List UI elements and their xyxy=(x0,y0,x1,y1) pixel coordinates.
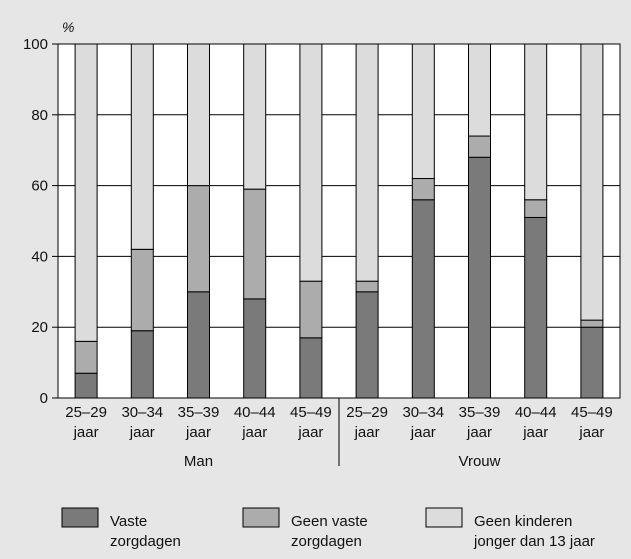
x-tick-suffix: jaar xyxy=(410,424,436,441)
bar-segment-series-2-cat-2 xyxy=(187,43,210,187)
x-tick-suffix: jaar xyxy=(297,424,323,441)
bar-segment-series-2-cat-8 xyxy=(524,43,548,201)
axis-labels: 0 20 40 60 80 100% 25–29 jaar 30–34 jaar 35–39 jaar… xyxy=(23,19,613,470)
bar-segment-series-1-cat-0 xyxy=(74,340,98,374)
legend-label-0: Vaste xyxy=(110,513,147,530)
bar-segment-series-1-cat-4 xyxy=(299,280,323,339)
bar-segment-series-2-cat-4 xyxy=(299,43,323,282)
bar-segment-series-0-cat-6 xyxy=(411,199,435,399)
x-tick-label: 45–49 xyxy=(571,404,613,421)
legend-label-0: zorgdagen xyxy=(110,533,181,550)
bar-segment-series-2-cat-7 xyxy=(468,43,491,137)
bar-segment-series-0-cat-0 xyxy=(74,372,98,399)
y-tick-label: 60 xyxy=(31,178,48,195)
x-tick-label: 30–34 xyxy=(121,404,163,421)
y-tick-label: 20 xyxy=(31,319,48,336)
x-tick-suffix: jaar xyxy=(578,424,604,441)
legend-swatch-2 xyxy=(425,507,463,528)
x-tick-suffix: jaar xyxy=(185,424,211,441)
bar-segment-series-2-cat-3 xyxy=(243,43,267,190)
x-tick-label: 30–34 xyxy=(402,404,444,421)
x-tick-label: 40–44 xyxy=(515,404,557,421)
bar-segment-series-1-cat-3 xyxy=(243,188,267,300)
legend-swatch-1 xyxy=(242,507,280,528)
legend-label-1: Geen vaste xyxy=(291,513,368,530)
legend-label-2: Geen kinderen xyxy=(474,513,572,530)
bar-segment-series-0-cat-8 xyxy=(524,216,548,399)
legend: Vaste zorgdagen Geen vaste zorgdagen Geen ki… xyxy=(61,507,595,550)
legend-label-1: zorgdagen xyxy=(291,533,362,550)
bar-segment-series-2-cat-5 xyxy=(355,43,379,282)
x-tick-suffix: jaar xyxy=(241,424,267,441)
bar-segment-series-2-cat-9 xyxy=(580,43,604,321)
bar-segment-series-1-cat-6 xyxy=(411,178,435,201)
axes xyxy=(52,43,621,466)
bar-segment-series-0-cat-9 xyxy=(580,326,604,399)
bar-segment-series-0-cat-4 xyxy=(299,337,323,399)
x-tick-suffix: jaar xyxy=(522,424,548,441)
x-tick-label: 45–49 xyxy=(290,404,332,421)
y-tick-label: 100 xyxy=(23,36,48,53)
bar-segment-series-1-cat-2 xyxy=(187,185,210,293)
bar-segment-series-2-cat-1 xyxy=(130,43,154,250)
x-tick-label: 35–39 xyxy=(178,404,220,421)
y-tick-label: 40 xyxy=(31,248,48,265)
bar-segment-series-0-cat-5 xyxy=(355,291,379,399)
group-label: Man xyxy=(184,453,213,470)
bar-segment-series-1-cat-8 xyxy=(524,199,548,218)
bar-segment-series-0-cat-2 xyxy=(187,291,210,399)
bar-segment-series-2-cat-0 xyxy=(74,43,98,342)
y-unit-label: % xyxy=(62,19,74,35)
bar-segment-series-0-cat-1 xyxy=(130,330,154,399)
bar-segment-series-0-cat-3 xyxy=(243,298,267,399)
group-label: Vrouw xyxy=(459,453,501,470)
bar-segment-series-1-cat-9 xyxy=(580,319,604,328)
bar-segment-series-1-cat-7 xyxy=(468,135,491,158)
bars xyxy=(74,43,604,399)
x-tick-suffix: jaar xyxy=(129,424,155,441)
x-tick-label: 40–44 xyxy=(234,404,276,421)
x-tick-label: 35–39 xyxy=(459,404,501,421)
y-tick-label: 0 xyxy=(40,390,48,407)
x-tick-suffix: jaar xyxy=(466,424,492,441)
legend-label-2: jonger dan 13 jaar xyxy=(473,533,595,550)
x-tick-suffix: jaar xyxy=(354,424,380,441)
y-tick-label: 80 xyxy=(31,107,48,124)
bar-segment-series-1-cat-1 xyxy=(130,248,154,332)
bar-segment-series-2-cat-6 xyxy=(411,43,435,180)
bar-segment-series-0-cat-7 xyxy=(468,156,491,399)
x-tick-suffix: jaar xyxy=(73,424,99,441)
x-tick-label: 25–29 xyxy=(65,404,107,421)
bar-segment-series-1-cat-5 xyxy=(355,280,379,293)
legend-swatch-0 xyxy=(61,507,99,528)
x-tick-label: 25–29 xyxy=(346,404,388,421)
